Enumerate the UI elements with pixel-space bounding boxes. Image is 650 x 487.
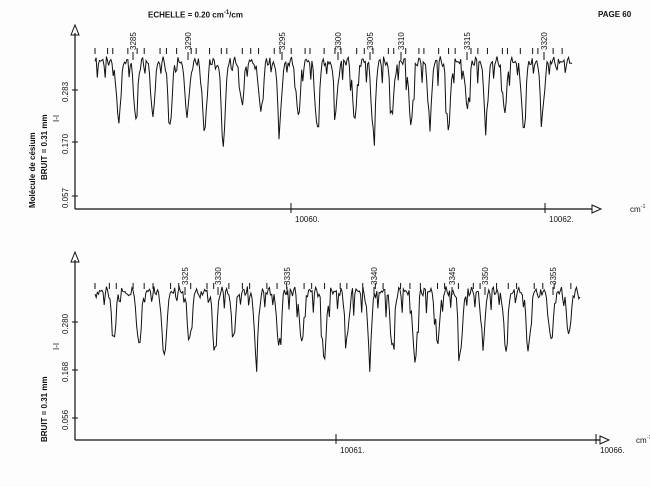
x-tick-label: 10061.	[340, 446, 364, 455]
line-number-label: 3330	[214, 267, 223, 285]
y-tick-label: 0.057	[61, 187, 70, 208]
y-tick-label: 0.168	[61, 361, 70, 382]
y-tick-label: 0.170	[61, 133, 70, 154]
scale-unit: /cm	[229, 10, 243, 20]
line-number-label: 3315	[463, 32, 472, 50]
x-tick-label: 10060.	[295, 215, 319, 224]
x-axis-arrow	[599, 435, 611, 445]
line-number-label: 3325	[181, 267, 190, 285]
y-axis-arrow	[70, 250, 80, 263]
y-axis-arrow	[70, 23, 80, 36]
y-tick-label: 0.280	[61, 313, 70, 334]
x-axis-unit-exponent: -1	[647, 435, 650, 441]
line-number-label: 3300	[334, 32, 343, 50]
y-tick-label: 0.056	[61, 409, 70, 430]
x-axis-unit-exponent: -1	[641, 204, 646, 210]
line-number-label: 3320	[540, 32, 549, 50]
line-number-label: 3335	[283, 267, 292, 285]
x-axis-unit: cm	[630, 205, 641, 214]
x-tick-label: 10062.	[549, 215, 573, 224]
x-axis-arrow	[591, 204, 603, 214]
scale-word: ECHELLE	[148, 10, 186, 20]
page-number: PAGE 60	[598, 10, 632, 19]
line-number-label: 3310	[397, 32, 406, 50]
scale-label: ECHELLE = 0.20 cm-1/cm	[148, 10, 243, 20]
y-tick-label: 0.283	[61, 81, 70, 102]
x-axis-unit: cm	[636, 436, 647, 445]
line-number-label: 3295	[278, 32, 287, 50]
line-number-label: 3290	[184, 32, 193, 50]
line-number-label: 3345	[448, 267, 457, 285]
spectrum-trace	[94, 285, 581, 372]
spectrum-trace	[94, 55, 573, 147]
spectrum-panel-1: 10060. 10062. cm -1 0.283 0.170 0.057 3285 3290 3…	[61, 23, 646, 224]
line-number-label: 3340	[370, 267, 379, 285]
scale-value: = 0.20 cm	[187, 10, 224, 20]
line-number-label: 3285	[129, 32, 138, 50]
line-number-label: 3355	[549, 267, 558, 285]
x-tick-label: 10066.	[600, 446, 624, 455]
line-number-label: 3350	[481, 267, 490, 285]
line-number-label: 3305	[366, 32, 375, 50]
scale-exponent: -1	[223, 10, 230, 16]
spectrum-panel-2: 10061. 10066. cm-1 0.280 0.168 0.056 3325 3330 3…	[61, 250, 650, 455]
